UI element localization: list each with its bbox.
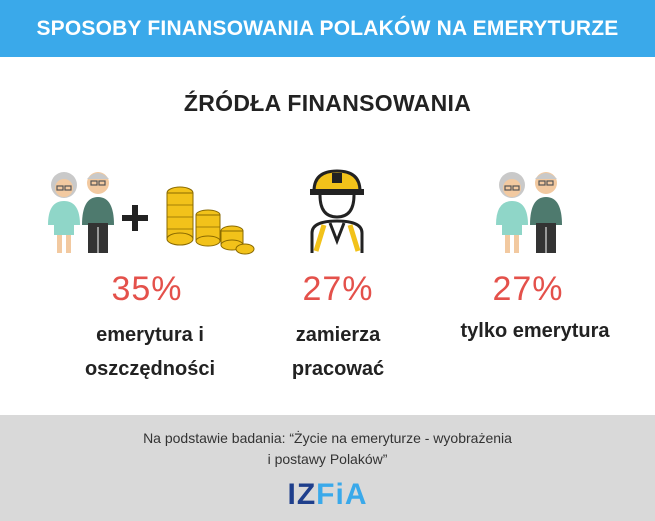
- logo-part-fia: FiA: [316, 478, 368, 511]
- worker-helmet-icon: [310, 169, 364, 253]
- header-banner: SPOSOBY FINANSOWANIA POLAKÓW NA EMERYTUR…: [0, 0, 655, 57]
- source-1-label-line2: oszczędności: [84, 358, 216, 380]
- source-1-label: emerytura i oszczędności: [60, 318, 240, 386]
- source-2-label-line2: pracować: [291, 358, 385, 380]
- source-1-icons: [42, 165, 252, 260]
- footer: Na podstawie badania: “Życie na emerytur…: [0, 415, 655, 521]
- section-subtitle: ŹRÓDŁA FINANSOWANIA: [183, 90, 472, 116]
- source-3-label: tylko emerytura: [440, 314, 630, 348]
- source-1-label-line1: emerytura i: [96, 324, 204, 346]
- footer-source-line1: Na podstawie badania: “Życie na emerytur…: [143, 430, 512, 446]
- elderly-couple-icon-2: [496, 172, 562, 253]
- source-1-percent: 35%: [111, 270, 183, 308]
- source-2-label: zamierza pracować: [248, 318, 428, 386]
- source-2-percent: 27%: [302, 270, 374, 308]
- coins-icon: [166, 186, 255, 255]
- source-3-percent: 27%: [492, 270, 564, 308]
- footer-source-line2: i postawy Polaków”: [267, 451, 388, 467]
- source-2-label-line1: zamierza: [295, 324, 381, 346]
- izfia-logo: IZFiA: [0, 478, 655, 512]
- plus-icon: [122, 205, 148, 231]
- source-3-label-line1: tylko emerytura: [460, 320, 610, 342]
- elderly-couple-icon: [48, 172, 114, 253]
- footer-source-note: Na podstawie badania: “Życie na emerytur…: [0, 428, 655, 470]
- page-title: SPOSOBY FINANSOWANIA POLAKÓW NA EMERYTUR…: [36, 16, 619, 40]
- logo-part-iz: IZ: [287, 478, 317, 511]
